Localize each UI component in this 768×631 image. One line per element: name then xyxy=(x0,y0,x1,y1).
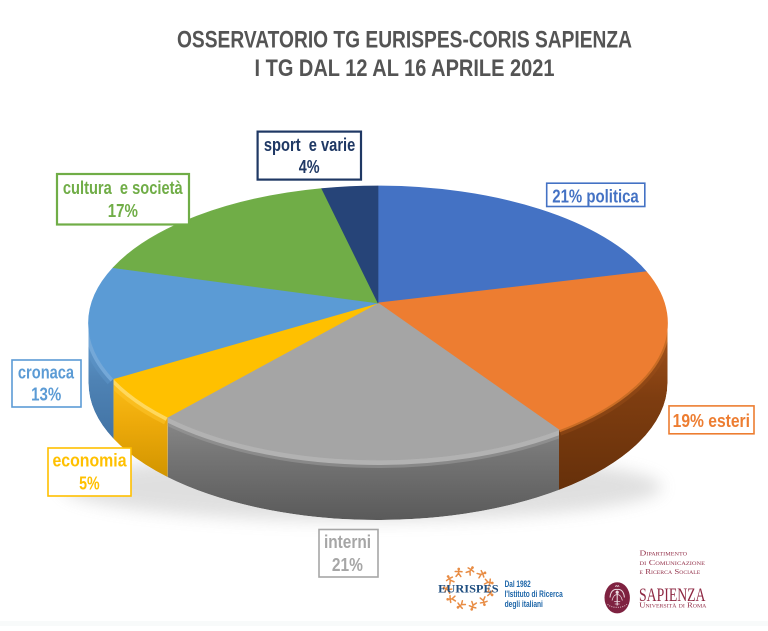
svg-text:cultura e società: cultura e società xyxy=(63,178,184,198)
svg-text:sport e varie: sport e varie xyxy=(264,135,355,155)
svg-text:21% politica: 21% politica xyxy=(552,186,639,206)
svg-text:5%: 5% xyxy=(79,473,100,493)
svg-text:degli italiani: degli italiani xyxy=(505,599,543,610)
svg-text:19% esteri: 19% esteri xyxy=(673,411,750,431)
svg-text:Dipartimento: Dipartimento xyxy=(640,548,688,557)
svg-text:17%: 17% xyxy=(108,201,138,221)
svg-text:13%: 13% xyxy=(31,384,61,404)
svg-text:interni: interni xyxy=(324,532,371,552)
svg-text:e Ricerca Sociale: e Ricerca Sociale xyxy=(640,567,701,576)
svg-text:Dal 1982: Dal 1982 xyxy=(505,579,531,590)
svg-text:OSSERVATORIO TG EURISPES-CORIS: OSSERVATORIO TG EURISPES-CORIS SAPIENZA xyxy=(177,28,632,54)
svg-text:Università di Roma: Università di Roma xyxy=(639,600,707,609)
svg-text:SAPIENZA: SAPIENZA xyxy=(639,585,706,606)
svg-text:EURISPES: EURISPES xyxy=(438,584,498,596)
svg-text:cronaca: cronaca xyxy=(18,363,75,383)
svg-text:4%: 4% xyxy=(299,157,320,177)
svg-text:I TG DAL 12 AL 16 APRILE 2021: I TG DAL 12 AL 16 APRILE 2021 xyxy=(255,56,555,82)
svg-text:di Comunicazione: di Comunicazione xyxy=(640,558,706,567)
svg-text:economia: economia xyxy=(52,450,127,470)
svg-text:21%: 21% xyxy=(332,555,363,575)
svg-text:l'Istituto di Ricerca: l'Istituto di Ricerca xyxy=(505,589,564,600)
